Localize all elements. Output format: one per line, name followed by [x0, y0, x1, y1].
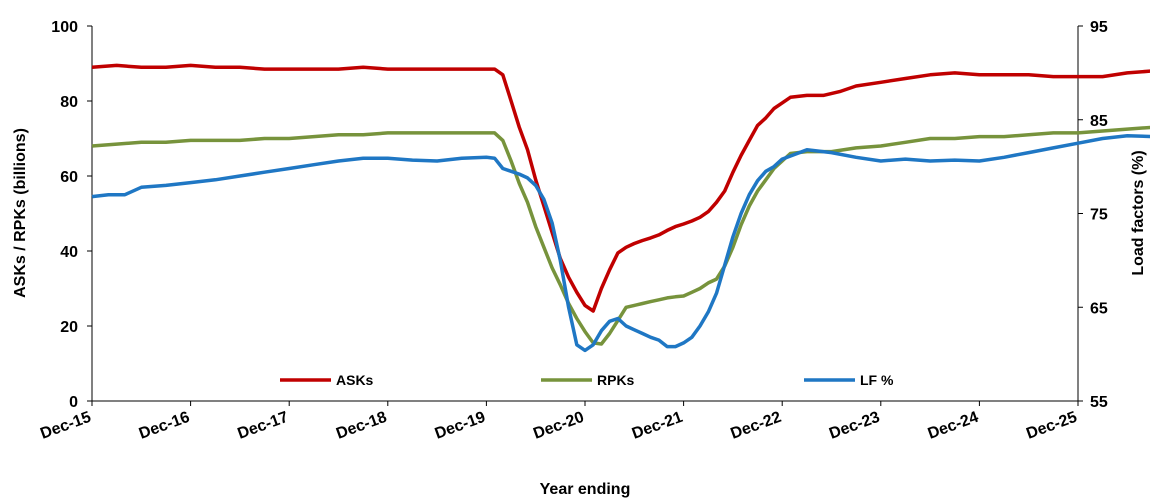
legend-label: LF % [860, 372, 894, 388]
x-tick-label: Dec-18 [334, 409, 389, 443]
y2-tick-label: 85 [1090, 113, 1108, 130]
y2-tick-label: 65 [1090, 300, 1108, 317]
series-lines [91, 63, 1150, 353]
x-tick-label: Dec-16 [137, 409, 192, 443]
legend: ASKs RPKs LF % [280, 372, 894, 388]
y2-axis-title: Load factors (%) [1130, 150, 1147, 275]
y-tick-label: 60 [60, 169, 78, 186]
y-tick-label: 0 [69, 394, 78, 411]
x-axis-ticks: Dec-15 Dec-16 Dec-17 Dec-18 Dec-19 Dec-20 Dec-… [38, 401, 1079, 443]
x-tick-label: Dec-25 [1024, 409, 1079, 443]
y2-tick-label: 75 [1090, 207, 1108, 224]
x-tick-label: Dec-23 [827, 409, 882, 443]
x-tick-label: Dec-15 [38, 409, 93, 443]
series-line-lf [91, 133, 1150, 353]
x-tick-label: Dec-17 [235, 409, 290, 443]
y-axis-ticks-left: 0 20 40 60 80 100 [51, 19, 92, 411]
y-tick-label: 40 [60, 244, 78, 261]
series-line-asks [91, 63, 1150, 313]
axes [91, 26, 1079, 402]
x-tick-label: Dec-22 [728, 409, 783, 443]
y2-tick-label: 95 [1090, 19, 1108, 36]
y-tick-label: 100 [51, 19, 78, 36]
legend-label: RPKs [597, 372, 635, 388]
y2-tick-label: 55 [1090, 394, 1108, 411]
y-axis-ticks-right: 55 65 75 85 95 [1078, 19, 1108, 411]
y-tick-label: 20 [60, 319, 78, 336]
y-tick-label: 80 [60, 94, 78, 111]
x-tick-label: Dec-24 [926, 409, 981, 443]
x-tick-label: Dec-19 [433, 409, 488, 443]
x-tick-label: Dec-20 [531, 409, 586, 443]
legend-label: ASKs [336, 372, 374, 388]
series-line-rpks [91, 125, 1150, 346]
x-tick-label: Dec-21 [630, 409, 685, 443]
x-axis-title: Year ending [540, 481, 631, 498]
y-axis-title: ASKs / RPKs (billions) [12, 128, 29, 298]
